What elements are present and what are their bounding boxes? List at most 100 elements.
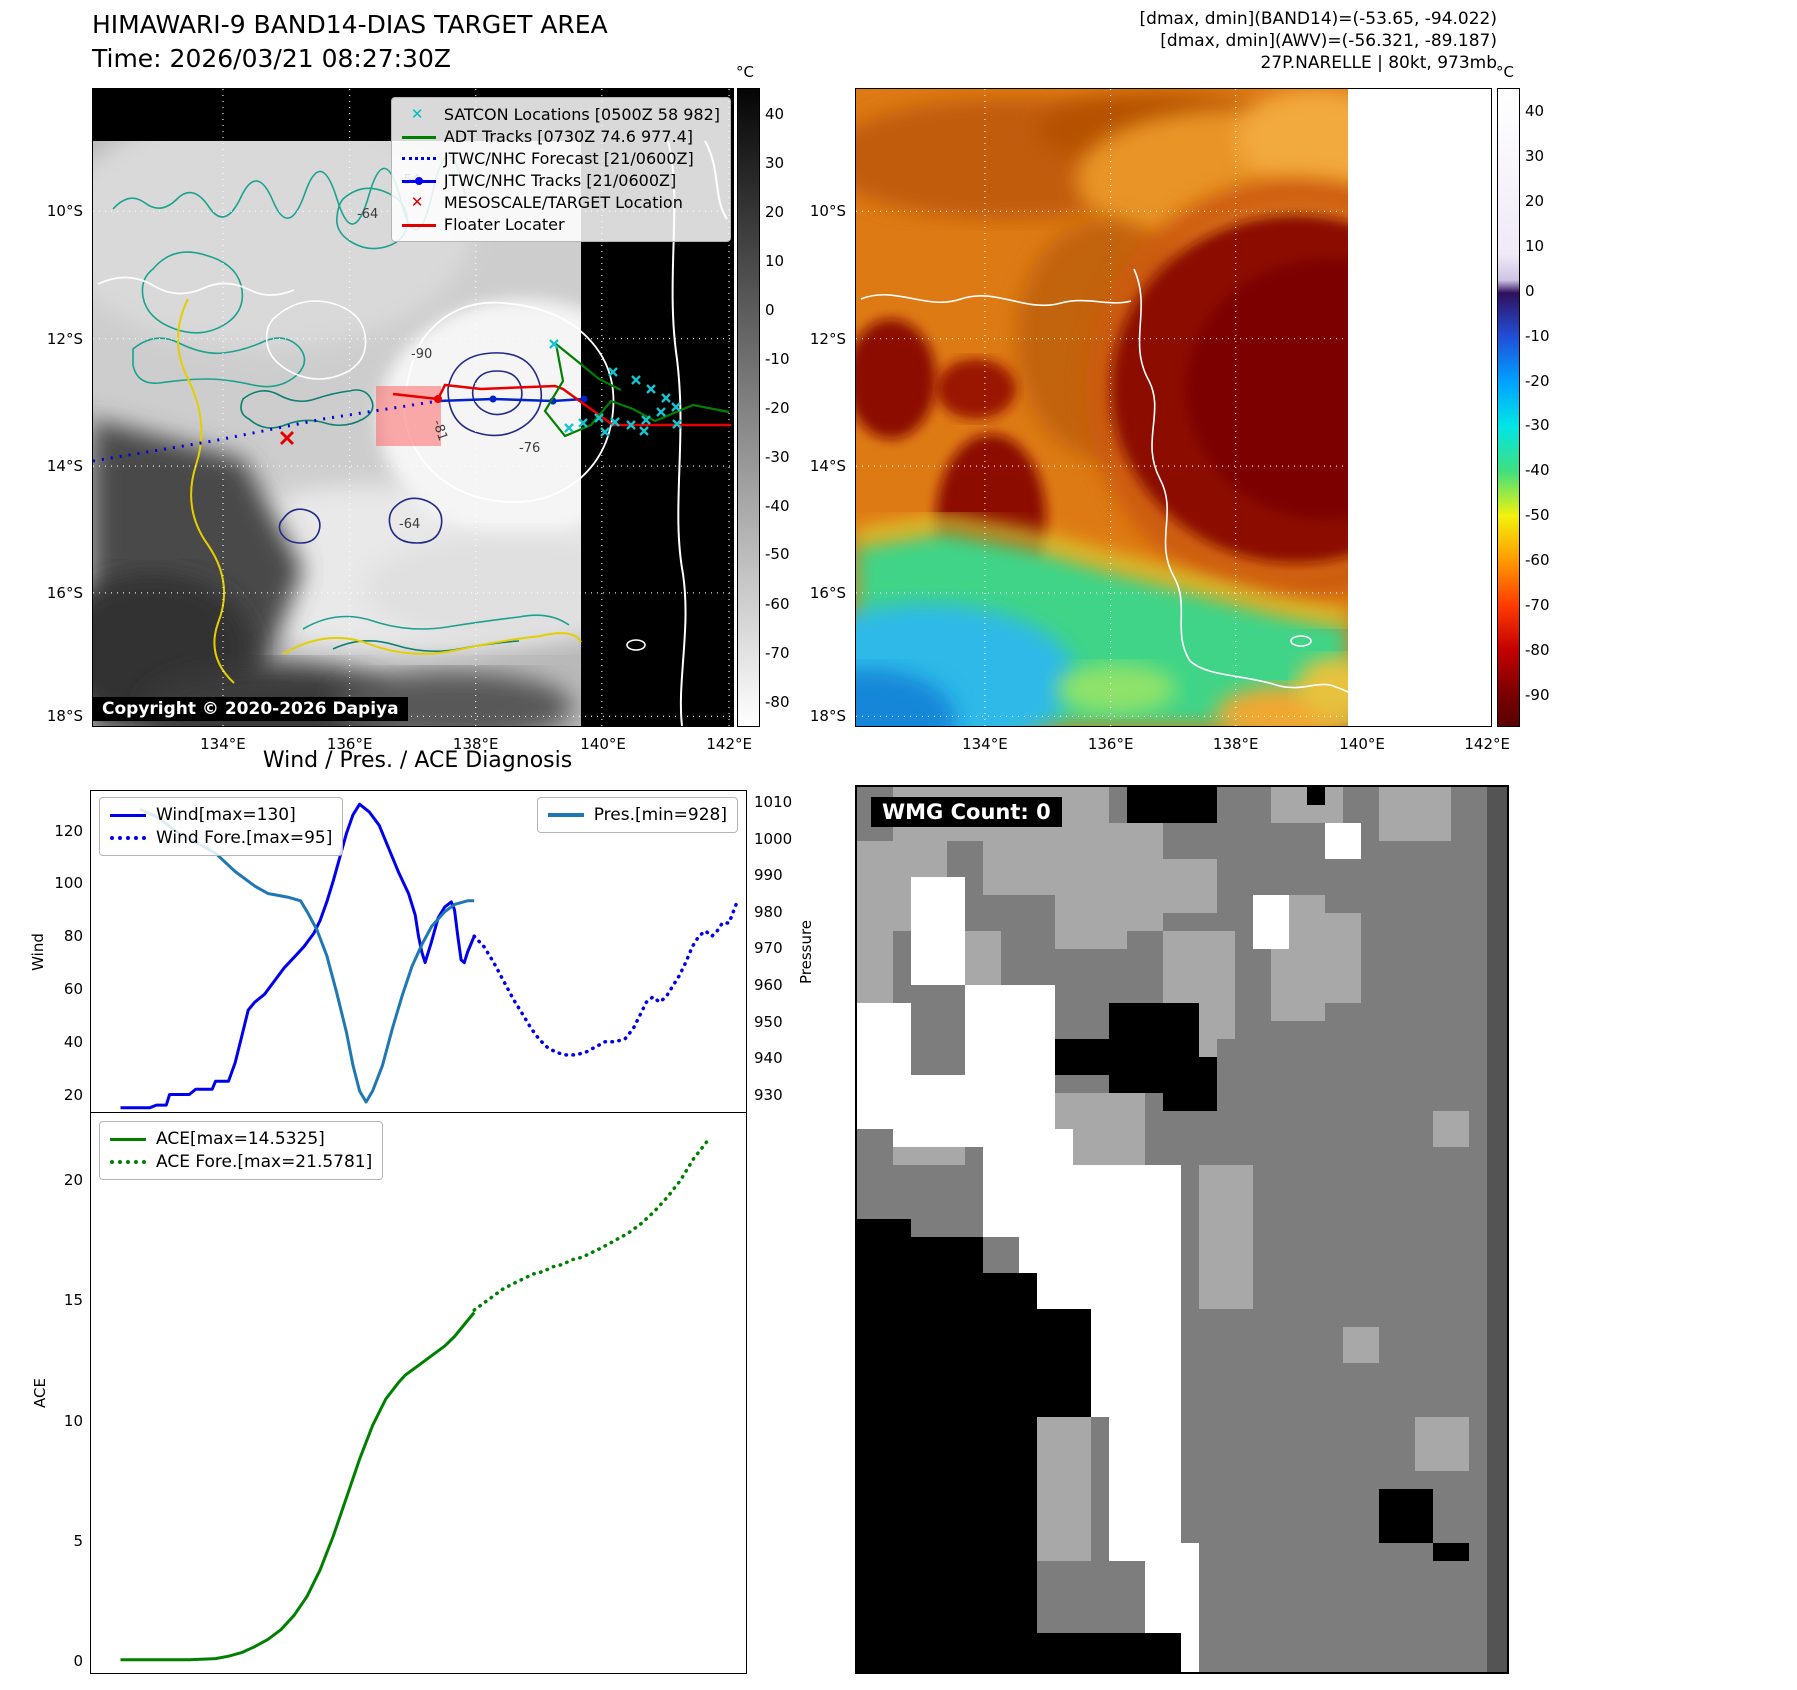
colorbar-tick-label: -50 [1525, 506, 1550, 525]
map-legend-label: ADT Tracks [0730Z 74.6 977.4] [443, 127, 694, 146]
cyan-x-marker-icon [402, 105, 436, 123]
map-legend-item: JTWC/NHC Forecast [21/0600Z] [401, 149, 720, 168]
diagnosis-title: Wind / Pres. / ACE Diagnosis [262, 748, 573, 773]
x-tick-label: 134°E [962, 735, 1008, 753]
y-tick-label: 120 [54, 821, 83, 840]
y-tick-label: 14°S [46, 457, 83, 476]
blue-line-dot-marker-icon [401, 173, 436, 189]
y-tick-label: 12°S [46, 329, 83, 348]
y-tick-label: 10°S [46, 202, 83, 221]
colorbar-tick-label: 10 [1525, 237, 1545, 255]
x-tick-label: 136°E [1087, 735, 1134, 753]
line-swatch-icon [110, 1160, 146, 1164]
contour-label: -64 [399, 517, 421, 532]
red-x-marker-icon [402, 193, 436, 211]
pressure-axis-label: Pressure [796, 919, 815, 985]
map-legend-label: JTWC/NHC Forecast [21/0600Z] [443, 149, 694, 168]
series-line [472, 897, 740, 1057]
colorbar-tick-label: -10 [765, 349, 790, 368]
lat-lon-grid [856, 89, 1491, 726]
y-tick-label: 0 [73, 1651, 83, 1670]
x-tick-label: 140°E [580, 735, 626, 753]
map-legend-label: MESOSCALE/TARGET Location [443, 193, 683, 212]
dark-edge-strip [1487, 787, 1507, 1672]
colorbar-tick-label: -70 [1525, 595, 1550, 614]
colorbar-tick-label: 40 [765, 104, 785, 123]
y-tick-label: 980 [754, 902, 783, 921]
legend-item: Wind Fore.[max=95] [110, 828, 332, 848]
map-legend-label: SATCON Locations [0500Z 58 982] [443, 105, 720, 124]
colorbar-unit: °C [736, 63, 754, 81]
colorbar-tick-label: 0 [765, 300, 775, 319]
copyright-label: Copyright © 2020-2026 Dapiya [93, 697, 408, 721]
contour-label: -76 [519, 441, 541, 456]
line-swatch-icon [110, 1137, 146, 1141]
legend-label: Pres.[min=928] [593, 805, 727, 825]
legend-item: ACE[max=14.5325] [110, 1129, 372, 1149]
y-tick-label: 10°S [809, 202, 846, 221]
colorbar-tick-label: -70 [765, 643, 790, 662]
dmax-dmin-band14: [dmax, dmin](BAND14)=(-53.65, -94.022) [1139, 9, 1497, 29]
ace-axis-label: ACE [30, 1378, 49, 1408]
band14-colorbar: °C 40 30 20 10 0 -10 -20 -30 -40 -50 -60 -70 -80 [736, 63, 790, 727]
legend-label: Wind[max=130] [156, 805, 296, 825]
x-tick-label: 142°E [706, 735, 752, 753]
y-tick-label: 5 [73, 1531, 83, 1550]
awv-satellite-image [856, 89, 1491, 726]
x-tick-label: 134°E [200, 735, 246, 753]
colorbar-tick-label: 30 [765, 153, 785, 172]
current-position-dot [434, 395, 442, 403]
green-line-marker-icon [401, 129, 436, 145]
wind-legend: Wind[max=130] Wind Fore.[max=95] [99, 797, 344, 856]
y-tick-label: 14°S [809, 457, 846, 476]
y-tick-label: 1000 [754, 829, 793, 848]
map-legend-item: ADT Tracks [0730Z 74.6 977.4] [401, 127, 720, 146]
wind-pressure-plot-area [120, 802, 740, 1110]
x-tick-label: 138°E [452, 735, 499, 753]
blue-dotted-marker-icon [401, 151, 436, 167]
map-legend-item: Floater Locater [401, 215, 720, 234]
line-swatch-icon [110, 813, 146, 817]
colorbar-tick-label: -40 [765, 496, 790, 515]
coastline [860, 268, 1349, 693]
colorbar-tick-label: -60 [1525, 551, 1550, 570]
colorbar-tick-label: 10 [765, 251, 785, 270]
series-line [120, 802, 476, 1110]
ir-contours [112, 155, 615, 684]
y-tick-label: 10 [63, 1411, 83, 1430]
black-cells [857, 787, 1469, 1672]
colorbar-tick-label: 40 [1525, 102, 1545, 121]
series-line [472, 1140, 709, 1312]
legend-item: Pres.[min=928] [547, 805, 727, 825]
storm-tracks [93, 343, 731, 463]
awv-map: 134°E 136°E 138°E 140°E 142°E 10°S 12°S 14°S 16°… [810, 88, 1510, 753]
ace-chart: ACE ACE[max=14.5325] ACE Fore.[max=21.578… [31, 1112, 747, 1674]
pressure-legend: Pres.[min=928] [536, 797, 738, 833]
map-legend-label: Floater Locater [443, 215, 565, 234]
colorbar-tick-label: 20 [1525, 192, 1545, 211]
map-legend-label: JTWC/NHC Tracks [21/0600Z] [443, 171, 677, 190]
y-tick-label: 16°S [809, 583, 846, 602]
legend-item: Wind[max=130] [110, 805, 332, 825]
colored-ir-imagery [856, 89, 1348, 726]
colorbar-tick-label: -20 [1525, 371, 1550, 390]
awv-header: [dmax, dmin](BAND14)=(-53.65, -94.022) [… [1140, 8, 1497, 74]
band14-title: HIMAWARI-9 BAND14-DIAS TARGET AREA [92, 10, 608, 39]
band14-map: SATCON Locations [0500Z 58 982] ADT Track… [47, 88, 752, 753]
map-legend-item: JTWC/NHC Tracks [21/0600Z] [401, 171, 720, 190]
contour-label: -64 [357, 207, 379, 222]
line-swatch-icon [110, 836, 146, 840]
legend-label: Wind Fore.[max=95] [156, 828, 333, 848]
colorbar-tick-label: 0 [1525, 281, 1535, 300]
y-tick-label: 18°S [809, 707, 846, 726]
colorbar-tick-label: -30 [765, 447, 790, 466]
y-tick-label: 990 [754, 866, 783, 885]
mesoscale-target-x [279, 430, 295, 446]
awv-colorbar: °C 40 30 20 10 0 -10 -20 -30 -40 -50 -60 -70 -80 -90 [1496, 63, 1550, 727]
x-tick-label: 142°E [1464, 735, 1510, 753]
red-line-marker-icon [401, 217, 436, 233]
colorbar-tick-label: -80 [1525, 640, 1550, 659]
y-tick-label: 960 [754, 975, 783, 994]
y-tick-label: 15 [63, 1291, 83, 1310]
